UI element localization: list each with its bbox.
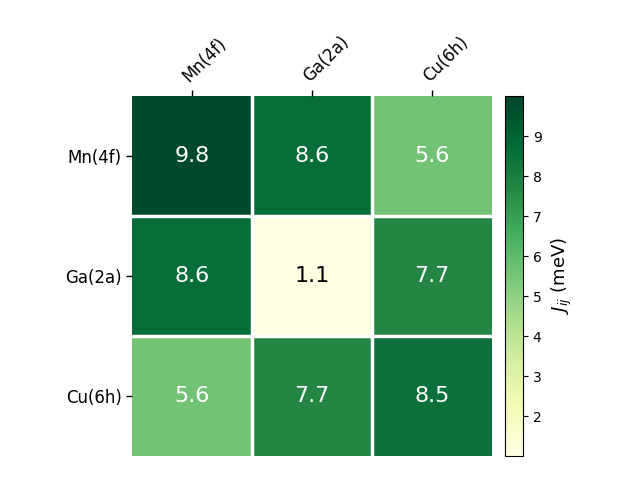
- Y-axis label: $J_{ij}$ (meV): $J_{ij}$ (meV): [550, 238, 574, 314]
- Text: 9.8: 9.8: [175, 146, 210, 166]
- Text: 8.6: 8.6: [294, 146, 330, 166]
- Text: 7.7: 7.7: [415, 266, 450, 286]
- Text: 1.1: 1.1: [294, 266, 330, 286]
- Text: 5.6: 5.6: [175, 386, 210, 406]
- Text: 8.6: 8.6: [175, 266, 210, 286]
- Text: 5.6: 5.6: [415, 146, 450, 166]
- Text: 7.7: 7.7: [294, 386, 330, 406]
- Text: 8.5: 8.5: [415, 386, 450, 406]
